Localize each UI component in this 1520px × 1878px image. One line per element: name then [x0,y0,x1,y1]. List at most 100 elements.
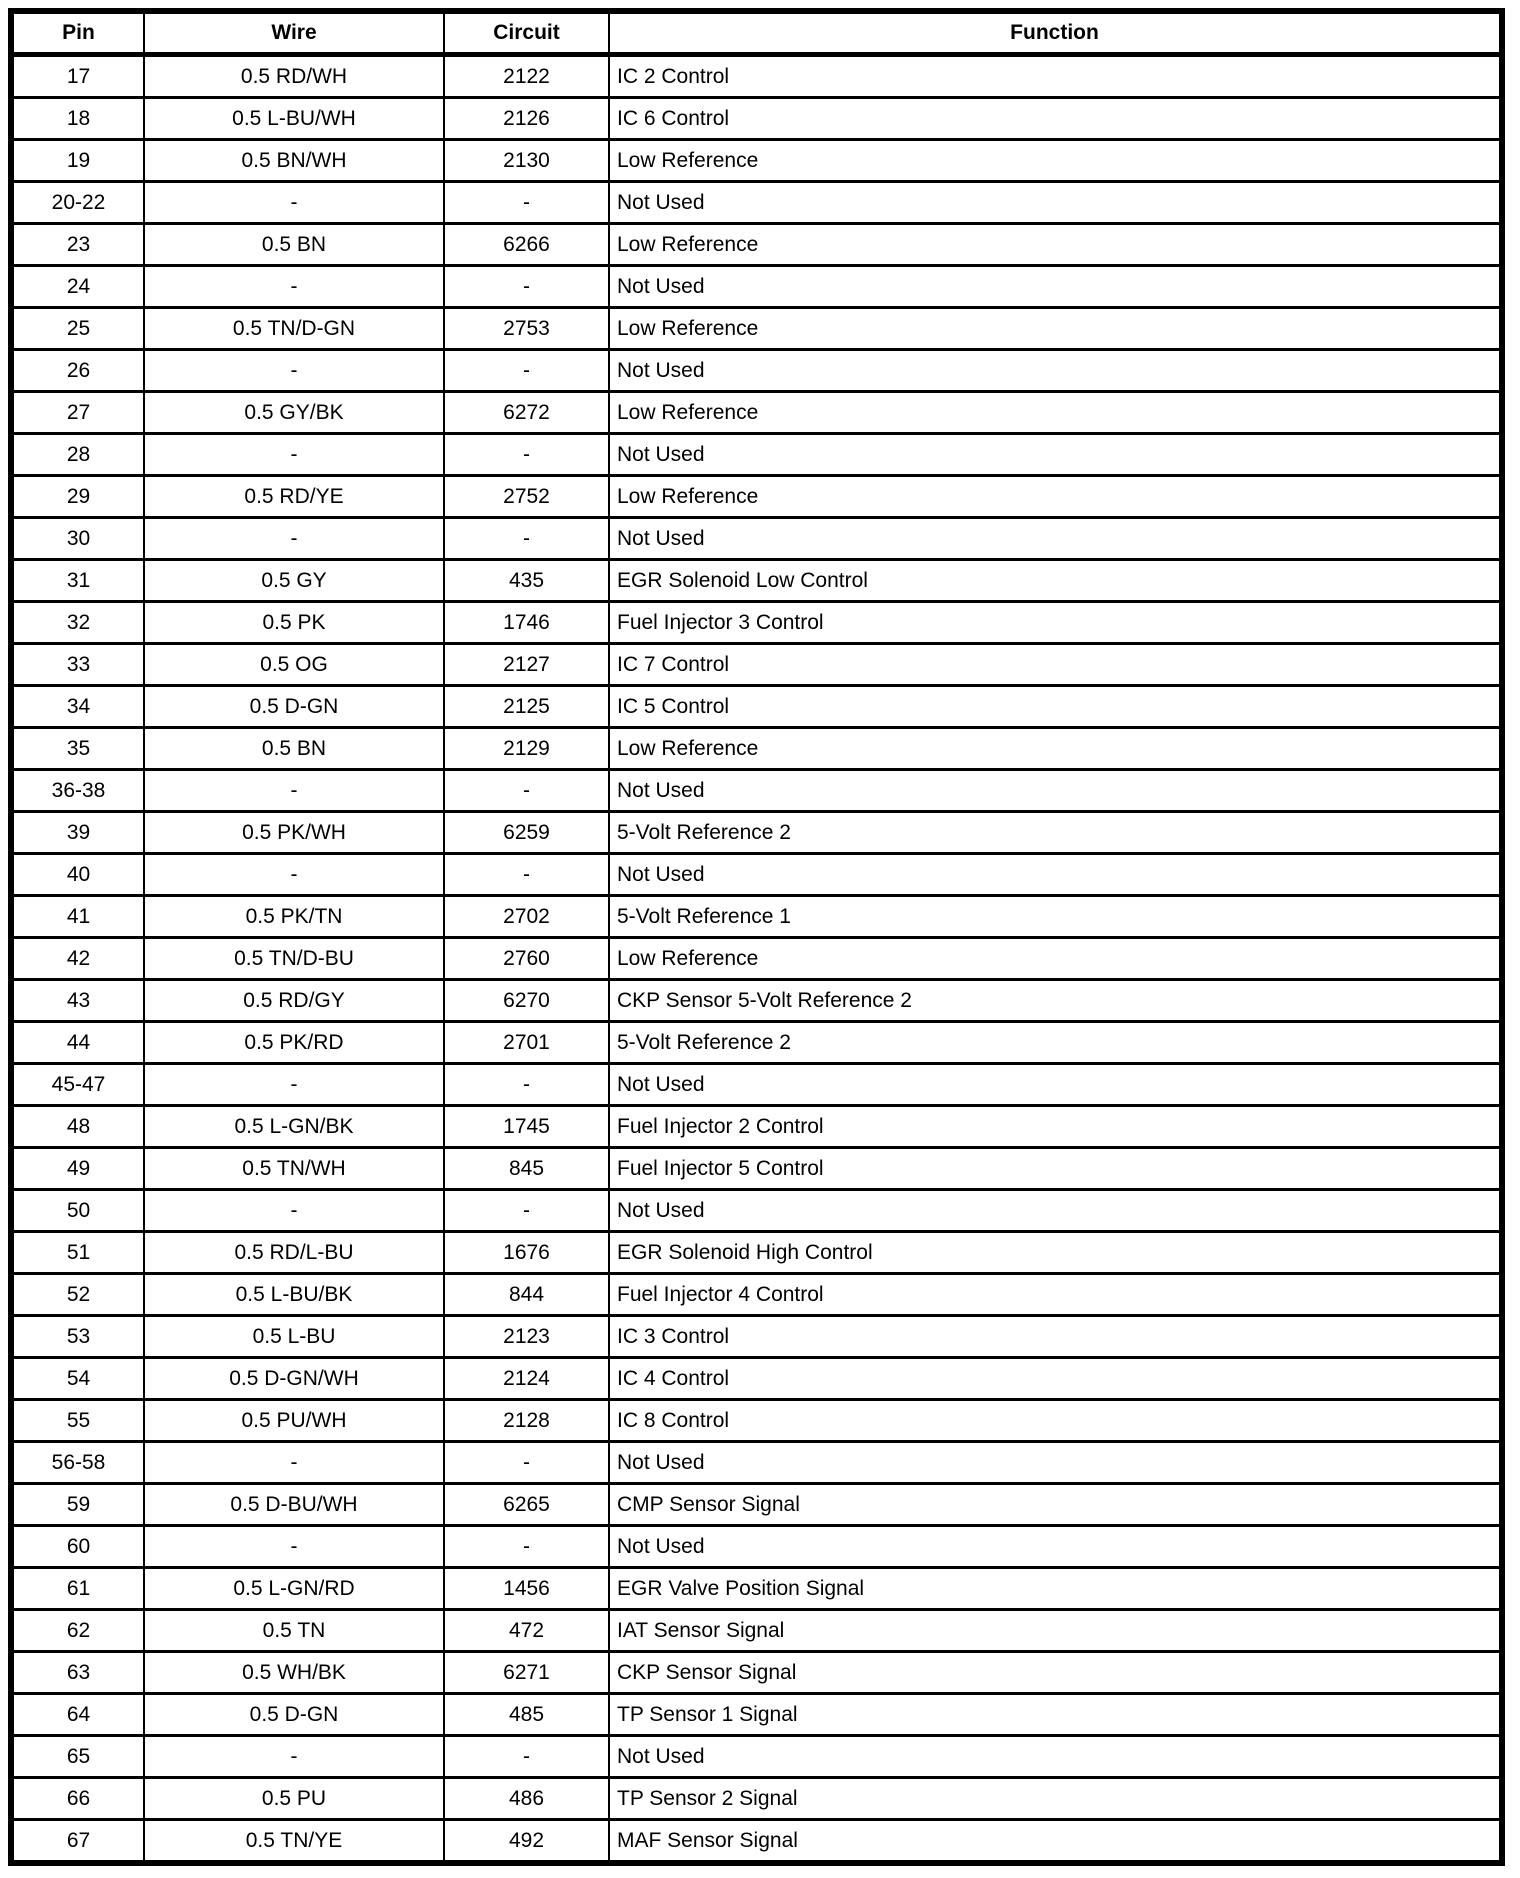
cell-function: Not Used [608,432,1503,477]
table-row: 65- - Not Used [10,1734,1503,1779]
cell-wire: 0.5 BN [143,222,445,267]
cell-circuit: 435 [443,558,610,603]
cell-wire: 0.5 TN/D-BU [143,936,445,981]
cell-wire: - [143,1734,445,1779]
cell-function: IC 6 Control [608,96,1503,141]
table-row: 55 0.5 PU/WH 2128 IC 8 Control [10,1398,1503,1443]
cell-wire: - [143,432,445,477]
cell-wire: 0.5 L-BU/WH [143,96,445,141]
cell-function: Low Reference [608,390,1503,435]
cell-wire: 0.5 PK/TN [143,894,445,939]
cell-circuit: 2127 [443,642,610,687]
cell-function: IC 4 Control [608,1356,1503,1401]
cell-circuit: 1746 [443,600,610,645]
cell-pin: 23 [10,222,145,267]
cell-pin: 44 [10,1020,145,1065]
cell-pin: 24 [10,264,145,309]
cell-pin: 61 [10,1566,145,1611]
table-row: 36-38- - Not Used [10,768,1503,813]
cell-pin: 35 [10,726,145,771]
cell-circuit: 2130 [443,138,610,183]
cell-function: EGR Solenoid Low Control [608,558,1503,603]
cell-circuit: 845 [443,1146,610,1191]
cell-circuit: 6266 [443,222,610,267]
cell-function: IC 8 Control [608,1398,1503,1443]
table-row: 32 0.5 PK 1746 Fuel Injector 3 Control [10,600,1503,645]
cell-wire: 0.5 PU [143,1776,445,1821]
cell-wire: 0.5 L-BU/BK [143,1272,445,1317]
cell-function: Fuel Injector 4 Control [608,1272,1503,1317]
cell-circuit: 1676 [443,1230,610,1275]
cell-wire: - [143,1188,445,1233]
cell-pin: 60 [10,1524,145,1569]
cell-wire: 0.5 RD/WH [143,53,445,99]
table-row: 59 0.5 D-BU/WH 6265 CMP Sensor Signal [10,1482,1503,1527]
cell-wire: 0.5 D-GN [143,1692,445,1737]
cell-function: Not Used [608,768,1503,813]
cell-pin: 49 [10,1146,145,1191]
cell-pin: 19 [10,138,145,183]
cell-function: CKP Sensor Signal [608,1650,1503,1695]
cell-pin: 34 [10,684,145,729]
cell-pin: 42 [10,936,145,981]
table-row: 40- - Not Used [10,852,1503,897]
table-row: 20-22- - Not Used [10,180,1503,225]
cell-pin: 30 [10,516,145,561]
cell-wire: - [143,1524,445,1569]
cell-circuit: - [443,264,610,309]
table-row: 56-58- - Not Used [10,1440,1503,1485]
cell-circuit: 1745 [443,1104,610,1149]
cell-circuit: - [443,1734,610,1779]
cell-function: Low Reference [608,306,1503,351]
cell-circuit: 1456 [443,1566,610,1611]
table-row: 53 0.5 L-BU 2123 IC 3 Control [10,1314,1503,1359]
table-row: 67 0.5 TN/YE 492 MAF Sensor Signal [10,1818,1503,1865]
cell-function: Low Reference [608,936,1503,981]
cell-wire: 0.5 WH/BK [143,1650,445,1695]
cell-circuit: 844 [443,1272,610,1317]
cell-pin: 41 [10,894,145,939]
cell-pin: 55 [10,1398,145,1443]
cell-wire: - [143,768,445,813]
table-row: 39 0.5 PK/WH 6259 5-Volt Reference 2 [10,810,1503,855]
table-row: 19 0.5 BN/WH 2130 Low Reference [10,138,1503,183]
cell-function: Not Used [608,264,1503,309]
table-row: 26- - Not Used [10,348,1503,393]
table-row: 25 0.5 TN/D-GN 2753 Low Reference [10,306,1503,351]
table-row: 63 0.5 WH/BK 6271 CKP Sensor Signal [10,1650,1503,1695]
cell-circuit: 2122 [443,53,610,99]
cell-pin: 32 [10,600,145,645]
table-row: 42 0.5 TN/D-BU 2760 Low Reference [10,936,1503,981]
cell-function: IC 2 Control [608,53,1503,99]
cell-function: EGR Solenoid High Control [608,1230,1503,1275]
cell-circuit: 2701 [443,1020,610,1065]
cell-function: CKP Sensor 5-Volt Reference 2 [608,978,1503,1023]
cell-circuit: 2752 [443,474,610,519]
cell-pin: 28 [10,432,145,477]
cell-function: Not Used [608,1440,1503,1485]
cell-pin: 45-47 [10,1062,145,1107]
table-row: 35 0.5 BN 2129 Low Reference [10,726,1503,771]
cell-pin: 67 [10,1818,145,1865]
cell-function: Not Used [608,516,1503,561]
pinout-table: Pin Wire Circuit Function 17 0.5 RD/WH 212… [8,8,1505,1866]
cell-circuit: 2128 [443,1398,610,1443]
cell-wire: 0.5 L-GN/RD [143,1566,445,1611]
table-row: 23 0.5 BN 6266 Low Reference [10,222,1503,267]
cell-wire: - [143,516,445,561]
cell-pin: 62 [10,1608,145,1653]
table-row: 31 0.5 GY 435 EGR Solenoid Low Control [10,558,1503,603]
cell-pin: 31 [10,558,145,603]
cell-circuit: 6270 [443,978,610,1023]
cell-pin: 26 [10,348,145,393]
cell-wire: 0.5 OG [143,642,445,687]
cell-pin: 17 [10,53,145,99]
cell-function: IAT Sensor Signal [608,1608,1503,1653]
cell-pin: 50 [10,1188,145,1233]
cell-wire: 0.5 PK/RD [143,1020,445,1065]
cell-circuit: - [443,1062,610,1107]
cell-pin: 18 [10,96,145,141]
cell-function: Fuel Injector 3 Control [608,600,1503,645]
table-row: 28- - Not Used [10,432,1503,477]
table-row: 45-47- - Not Used [10,1062,1503,1107]
